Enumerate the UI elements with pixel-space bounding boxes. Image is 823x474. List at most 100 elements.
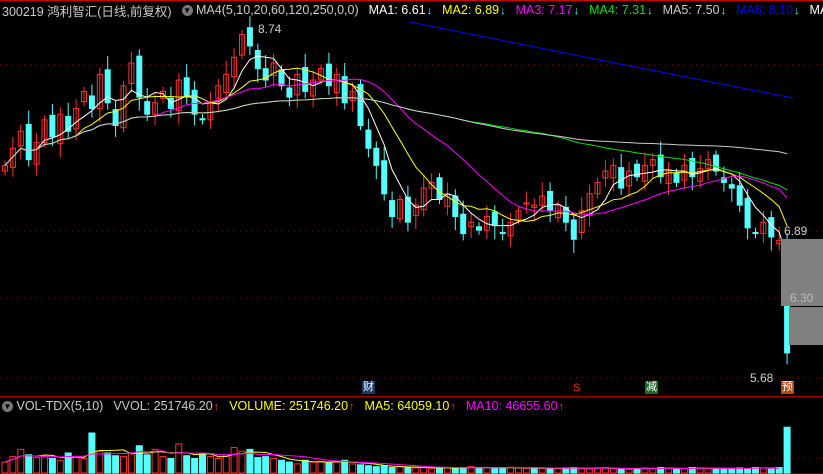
volume-bar [538,467,546,474]
price-gap-box-upper [781,239,823,306]
arrow-up-icon: ↑ [450,401,456,413]
volume-bar [704,467,712,474]
vol-ma5-value: MA5: 64059.10↑ [365,399,456,413]
volume-bar [325,462,333,474]
stock-code: 300219 [2,4,44,19]
volume-bar [396,466,404,474]
volume-bar [601,467,609,474]
volume-bar [25,454,33,474]
ma-legend-text: MA4: 7.31 [589,3,647,17]
candle-body [539,195,546,206]
candle-body [167,97,174,109]
arrow-down-icon: ↓ [573,5,580,17]
arrow-down-icon: ↓ [500,5,506,17]
volume-bar [41,456,48,474]
volume-bar [673,468,680,474]
volume-indicator-name: VOL-TDX(5,10) [16,399,104,413]
price-label-689: 6.89 [784,224,808,238]
candle-body [9,147,16,169]
volume-bar [688,467,696,474]
candle-body [594,181,601,195]
candle-body [713,154,719,172]
candle-body [88,95,95,109]
volume-header: ▼ VOL-TDX(5,10) VVOL: 251746.20↑ VOLUME:… [2,399,564,413]
vol-ma10-text: MA10: 46655.60 [465,399,558,413]
candle-body [183,77,190,98]
volume-indicator-selector[interactable]: ▼ VOL-TDX(5,10) [2,399,103,413]
candle-body [697,168,704,182]
volume-bar [191,457,199,474]
arrow-up-icon: ↑ [213,401,220,413]
arrow-down-icon: ↓ [794,5,800,17]
candle-body [728,184,735,189]
volume-bar [143,454,151,474]
candle-body [341,76,348,104]
indicator-selector[interactable]: ▼ MA4(5,10,20,60,120,250,0,0) [181,3,359,17]
candle-body [483,216,490,231]
volume-bar [625,468,633,474]
event-badge-finance[interactable]: 财 [362,381,375,394]
arrow-down-icon: ↓ [426,5,433,17]
chevron-down-icon[interactable]: ▼ [2,401,13,413]
volume-bar [436,467,443,474]
volume-bar [522,467,530,474]
volume-bar [420,467,428,474]
candle-body [547,190,554,212]
volume-bar [372,466,380,474]
volume-bar [56,459,64,474]
ma-legend-4: MA4: 7.31↓ [589,3,652,17]
volume-bar [48,457,56,474]
ma120-line [4,97,788,166]
volume-bar [530,467,538,474]
candle-body [578,210,585,233]
volume-bar [546,468,554,474]
candle-body [41,119,48,144]
event-badge-s[interactable]: S [573,382,581,394]
candle-body [760,221,767,235]
volume-bar [262,456,270,474]
event-badge-forecast[interactable]: 预 [781,381,794,394]
ma250-line [409,21,794,99]
chevron-down-icon[interactable]: ▼ [181,5,193,17]
volume-value: VOLUME: 251746.20↑ [229,399,354,413]
volume-bar [586,468,594,474]
volume-bar [412,467,420,474]
volume-bar [712,468,720,474]
candle-body [499,231,506,235]
volume-bar [380,465,388,474]
candle-body [507,221,514,237]
candle-body [120,85,127,129]
candle-body [199,118,206,121]
candle-body [175,79,182,112]
candle-body [460,213,467,235]
candle-body [468,221,475,228]
candle-body [57,113,64,145]
volume-bar [752,467,759,474]
volume-bar [341,459,349,474]
candle-body [634,163,640,178]
vol-ma10-value: MA10: 46655.60↑ [466,399,564,413]
volume-bar [88,432,96,474]
candle-body [586,193,593,216]
candle-body [412,204,419,216]
candle-body [349,90,356,102]
candle-body [491,211,498,227]
candle-body [744,197,751,229]
candle-body [618,167,625,189]
volume-bar [657,467,665,474]
vol-ma5-text: MA5: 64059.10 [364,399,450,413]
volume-bar [9,456,17,474]
volume-bar [175,443,183,474]
stock-name: 鸿利智汇 [47,4,98,19]
candle-body [389,200,396,218]
candle-body [626,170,633,187]
ma-legend-text: MA6: 8.10 [736,3,794,17]
volume-bar [680,467,688,474]
candle-body [404,196,411,223]
volume-bar [364,465,372,474]
candle-body [736,185,743,206]
volume-bar [349,463,357,474]
event-badge-reduce[interactable]: 减 [645,381,658,394]
candle-body [128,62,135,84]
